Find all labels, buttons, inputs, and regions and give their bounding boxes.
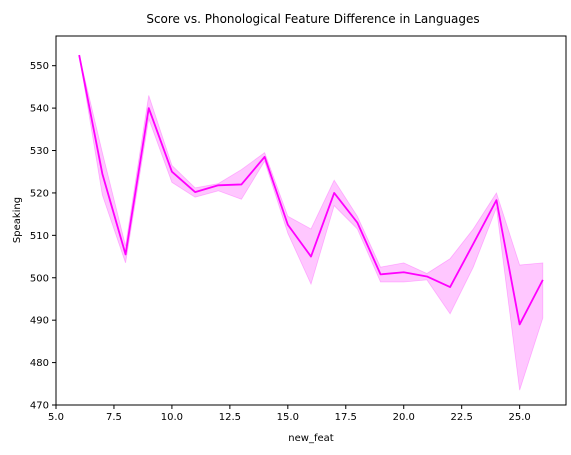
series-line xyxy=(78,54,544,326)
y-axis-label: Speaking xyxy=(12,197,23,243)
x-tick-label: 15.0 xyxy=(277,412,299,423)
x-tick-label: 5.0 xyxy=(48,412,64,423)
data-point xyxy=(426,275,428,277)
plot-area xyxy=(78,54,544,391)
data-point xyxy=(125,253,127,255)
x-tick-label: 22.5 xyxy=(451,412,473,423)
confidence-band xyxy=(78,54,544,391)
data-point xyxy=(194,191,196,193)
y-axis: 470 480 490 500 510 520 530 540 550 xyxy=(30,61,56,412)
y-tick-label: 470 xyxy=(30,401,49,412)
x-tick-label: 7.5 xyxy=(106,412,122,423)
y-tick-label: 530 xyxy=(30,146,49,157)
y-tick-label: 510 xyxy=(30,231,49,242)
data-point xyxy=(542,279,544,281)
y-tick-label: 520 xyxy=(30,188,49,199)
data-point xyxy=(449,286,451,288)
x-tick-label: 17.5 xyxy=(335,412,357,423)
chart-title: Score vs. Phonological Feature Differenc… xyxy=(146,12,479,26)
x-tick-label: 20.0 xyxy=(393,412,415,423)
data-point xyxy=(78,54,80,56)
x-tick-label: 25.0 xyxy=(509,412,531,423)
data-point xyxy=(333,192,335,194)
data-point xyxy=(403,271,405,273)
data-point xyxy=(495,199,497,201)
y-tick-label: 540 xyxy=(30,104,49,115)
data-point xyxy=(287,224,289,226)
data-point xyxy=(264,156,266,158)
x-axis-label: new_feat xyxy=(288,433,333,444)
x-tick-label: 12.5 xyxy=(219,412,241,423)
y-tick-label: 500 xyxy=(30,273,49,284)
data-point xyxy=(101,173,103,175)
x-tick-label: 10.0 xyxy=(161,412,183,423)
x-axis: 5.0 7.5 10.0 12.5 15.0 17.5 20.0 22.5 25.0 xyxy=(48,405,531,423)
data-point xyxy=(171,171,173,173)
data-point xyxy=(472,243,474,245)
data-point xyxy=(240,183,242,185)
data-point xyxy=(217,184,219,186)
y-tick-label: 550 xyxy=(30,61,49,72)
data-point xyxy=(148,107,150,109)
y-tick-label: 480 xyxy=(30,358,49,369)
axes-frame xyxy=(55,35,567,406)
data-point xyxy=(310,256,312,258)
y-tick-label: 490 xyxy=(30,316,49,327)
data-point xyxy=(356,222,358,224)
data-point xyxy=(519,323,521,325)
data-point xyxy=(380,273,382,275)
